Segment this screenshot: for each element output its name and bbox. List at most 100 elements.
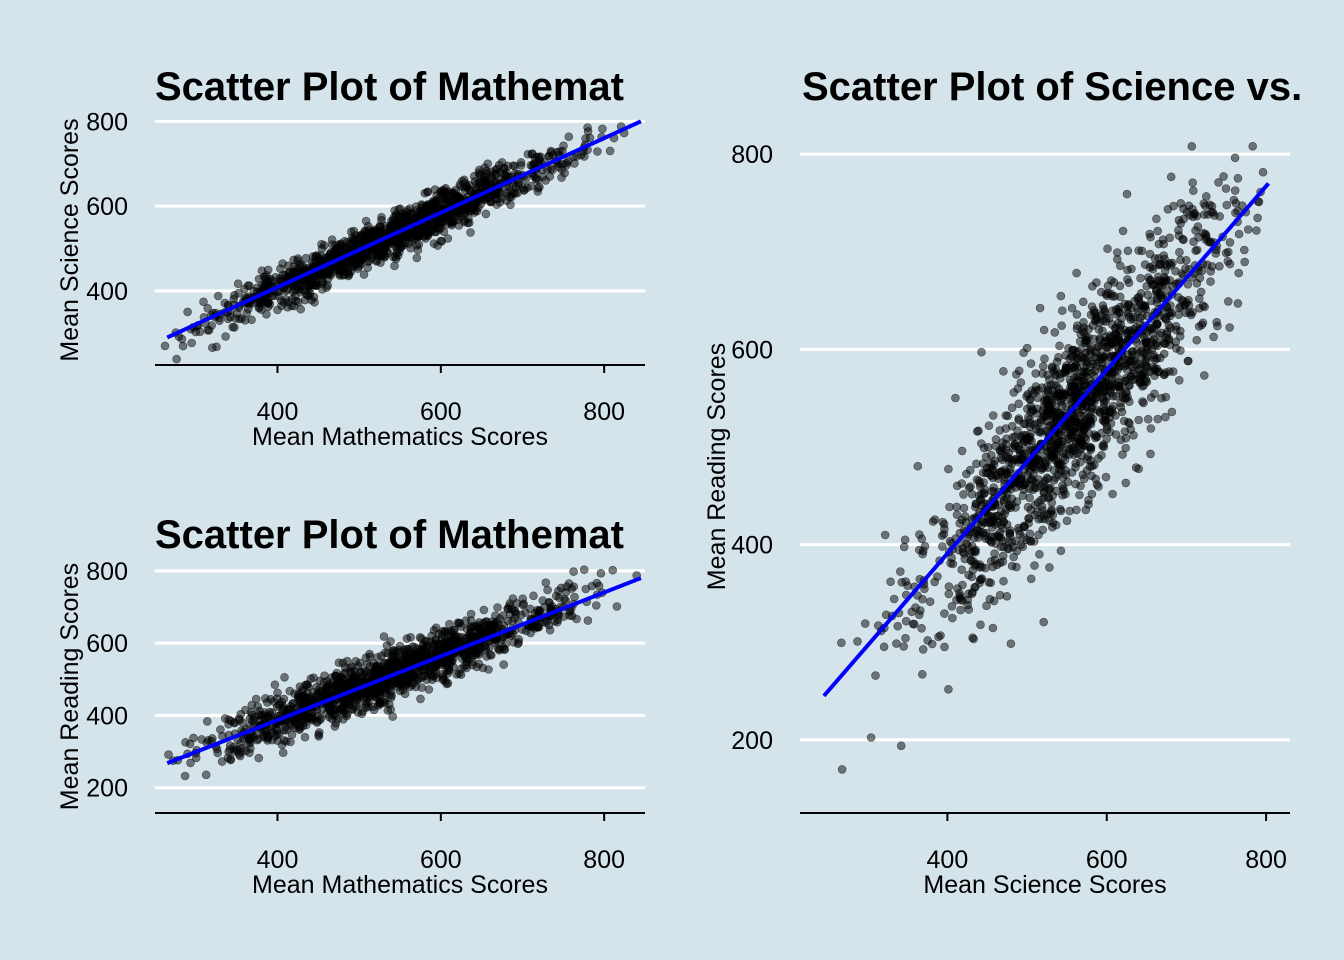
scatter-point	[1200, 210, 1209, 219]
scatter-point	[1001, 411, 1011, 420]
scatter-point	[1056, 291, 1066, 301]
scatter-point	[416, 694, 425, 704]
scatter-point	[1006, 639, 1016, 649]
scatter-point	[1141, 354, 1151, 364]
scatter-point	[972, 475, 982, 485]
scatter-point	[396, 204, 405, 214]
scatter-point	[484, 665, 493, 674]
scatter-point	[1101, 396, 1110, 406]
scatter-point	[938, 517, 948, 527]
scatter-point	[431, 623, 441, 633]
scatter-point	[316, 713, 325, 723]
scatter-point	[226, 754, 235, 764]
scatter-point	[1122, 189, 1132, 199]
scatter-point	[303, 713, 313, 723]
scatter-point	[892, 639, 901, 648]
scatter-point	[1225, 323, 1234, 332]
scatter-point	[1165, 276, 1175, 285]
scatter-point	[1161, 392, 1171, 402]
scatter-point	[896, 741, 906, 751]
scatter-point	[411, 651, 421, 661]
scatter-point	[881, 610, 891, 620]
scatter-point	[263, 302, 273, 312]
scatter-point	[180, 771, 190, 781]
scatter-point	[1025, 395, 1035, 405]
scatter-point	[343, 266, 353, 276]
scatter-point	[499, 660, 509, 669]
scatter-point	[1211, 249, 1221, 258]
scatter-point	[373, 653, 382, 662]
scatter-point	[871, 671, 880, 680]
scatter-point	[1111, 323, 1120, 333]
scatter-point	[309, 273, 319, 282]
scatter-point	[985, 594, 995, 604]
scatter-point	[984, 421, 994, 431]
scatter-point	[1088, 356, 1097, 366]
scatter-point	[583, 616, 593, 625]
scatter-point	[1011, 455, 1021, 464]
scatter-point	[1019, 419, 1028, 429]
scatter-point	[1179, 204, 1188, 213]
scatter-point	[1117, 314, 1126, 323]
scatter-point	[1202, 260, 1212, 270]
scatter-point	[1054, 352, 1063, 362]
scatter-point	[979, 489, 989, 498]
scatter-point	[944, 464, 953, 474]
scatter-point	[326, 248, 336, 257]
scatter-point	[1079, 297, 1088, 307]
scatter-point	[160, 341, 170, 351]
scatter-point	[1039, 617, 1048, 627]
scatter-point	[1206, 277, 1215, 286]
scatter-point	[238, 718, 247, 727]
scatter-point	[464, 185, 474, 194]
scatter-point	[317, 279, 327, 288]
scatter-point	[234, 288, 243, 298]
scatter-point	[605, 146, 615, 156]
scatter-point	[986, 578, 996, 588]
scatter-point	[189, 733, 198, 743]
scatter-point	[363, 221, 373, 231]
scatter-point	[1036, 428, 1046, 437]
scatter-point	[1178, 234, 1188, 244]
scatter-point	[1176, 255, 1185, 265]
scatter-point	[403, 677, 413, 687]
scatter-point	[938, 542, 947, 551]
scatter-point	[1202, 192, 1211, 201]
scatter-point	[945, 502, 954, 512]
scatter-point	[1134, 415, 1143, 425]
y-tick-label: 600	[86, 630, 128, 658]
scatter-point	[1136, 273, 1145, 283]
scatter-point	[581, 134, 590, 143]
scatter-point	[1189, 237, 1198, 247]
scatter-point	[1024, 518, 1033, 528]
scatter-point	[925, 597, 935, 607]
scatter-point	[270, 680, 280, 690]
scatter-point	[570, 592, 579, 602]
scatter-point	[499, 169, 509, 179]
scatter-point	[446, 626, 456, 636]
scatter-point	[909, 619, 919, 629]
scatter-point	[1233, 174, 1243, 183]
scatter-point	[503, 604, 513, 613]
x-axis-title: Mean Mathematics Scores	[252, 423, 548, 451]
scatter-point	[1146, 449, 1155, 459]
scatter-point	[233, 279, 243, 289]
scatter-point	[503, 161, 513, 171]
scatter-point	[579, 565, 589, 575]
scatter-point	[519, 599, 529, 609]
scatter-point	[533, 183, 543, 193]
scatter-point	[958, 547, 968, 557]
scatter-point	[254, 753, 264, 763]
scatter-point	[927, 639, 937, 649]
scatter-point	[197, 735, 206, 744]
scatter-point	[1050, 328, 1060, 337]
scatter-point	[1139, 381, 1148, 390]
scatter-point	[1042, 510, 1051, 519]
scatter-point	[1132, 345, 1142, 355]
scatter-point	[312, 691, 321, 700]
scatter-point	[379, 632, 389, 641]
scatter-point	[1005, 529, 1015, 538]
scatter-point	[1071, 458, 1080, 468]
scatter-point	[377, 215, 386, 225]
scatter-point	[986, 450, 996, 460]
